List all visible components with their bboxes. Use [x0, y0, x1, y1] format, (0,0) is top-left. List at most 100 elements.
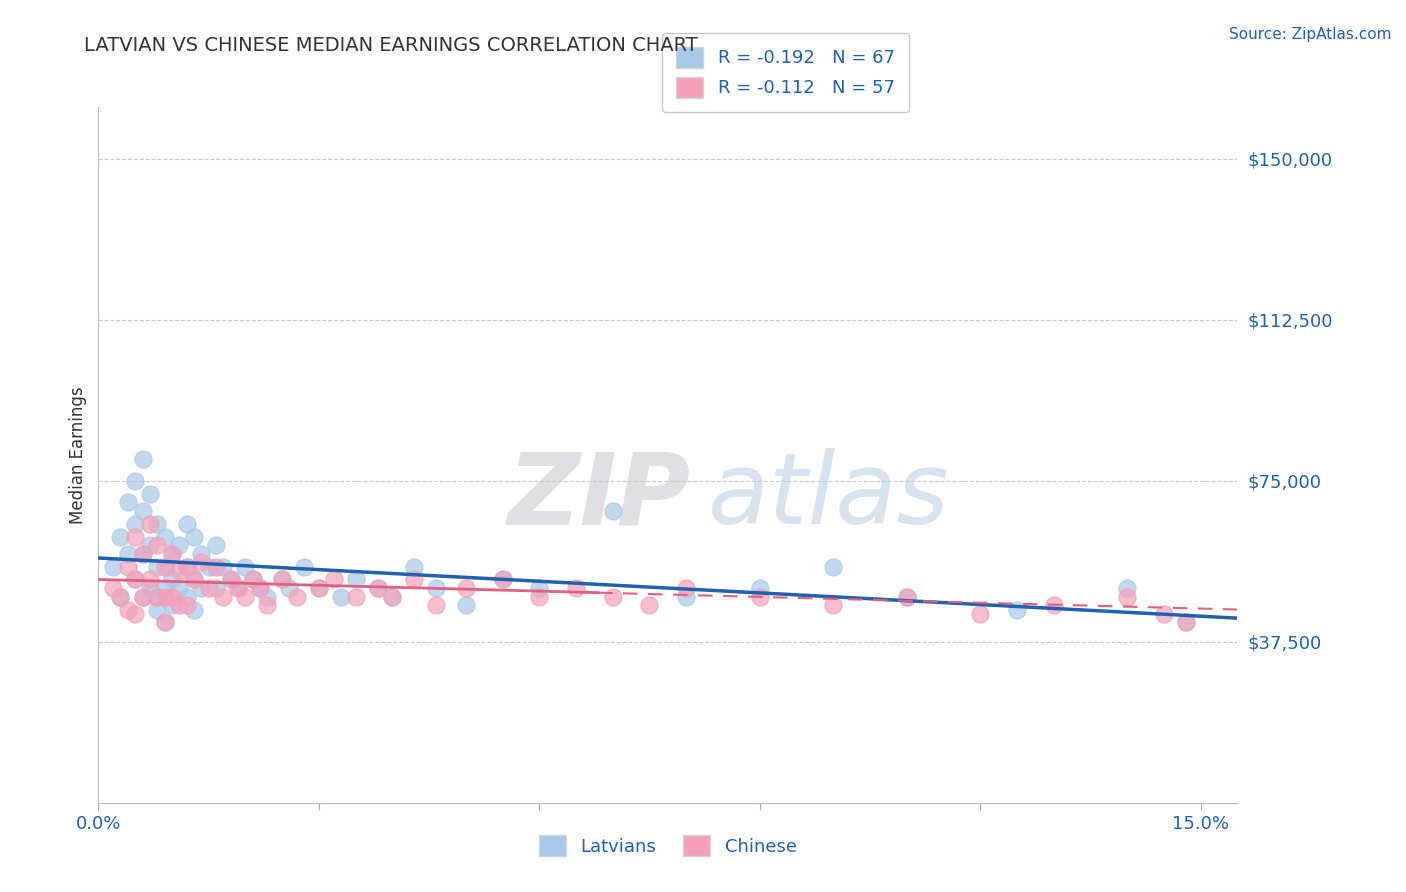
Point — [404, 573, 426, 587]
Point — [139, 516, 162, 531]
Point — [896, 590, 918, 604]
Point — [146, 516, 169, 531]
Point — [748, 590, 770, 604]
Point — [167, 599, 190, 613]
Point — [153, 581, 176, 595]
Text: atlas: atlas — [707, 448, 949, 545]
Point — [153, 615, 176, 630]
Point — [131, 504, 153, 518]
Point — [197, 581, 219, 595]
Point — [1174, 615, 1197, 630]
Point — [675, 581, 697, 595]
Point — [124, 573, 146, 587]
Point — [748, 581, 770, 595]
Point — [271, 573, 294, 587]
Point — [256, 590, 278, 604]
Point — [101, 559, 124, 574]
Point — [131, 547, 153, 561]
Point — [344, 573, 367, 587]
Point — [285, 590, 308, 604]
Point — [1005, 602, 1028, 616]
Point — [344, 590, 367, 604]
Point — [308, 581, 330, 595]
Point — [602, 504, 624, 518]
Point — [131, 590, 153, 604]
Text: Source: ZipAtlas.com: Source: ZipAtlas.com — [1229, 27, 1392, 42]
Text: LATVIAN VS CHINESE MEDIAN EARNINGS CORRELATION CHART: LATVIAN VS CHINESE MEDIAN EARNINGS CORRE… — [84, 36, 699, 54]
Point — [638, 599, 661, 613]
Point — [101, 581, 124, 595]
Point — [176, 599, 198, 613]
Point — [190, 555, 212, 569]
Point — [367, 581, 389, 595]
Point — [278, 581, 301, 595]
Point — [367, 581, 389, 595]
Point — [529, 581, 551, 595]
Point — [160, 547, 183, 561]
Point — [117, 602, 139, 616]
Point — [235, 559, 257, 574]
Point — [176, 590, 198, 604]
Point — [117, 547, 139, 561]
Point — [226, 581, 249, 595]
Point — [322, 573, 344, 587]
Y-axis label: Median Earnings: Median Earnings — [69, 386, 87, 524]
Point — [425, 599, 447, 613]
Point — [160, 599, 183, 613]
Point — [205, 559, 228, 574]
Point — [167, 538, 190, 552]
Point — [454, 599, 477, 613]
Point — [329, 590, 352, 604]
Point — [131, 452, 153, 467]
Point — [271, 573, 294, 587]
Point — [205, 581, 228, 595]
Point — [124, 573, 146, 587]
Point — [242, 573, 264, 587]
Point — [160, 590, 183, 604]
Point — [139, 486, 162, 500]
Point — [124, 474, 146, 488]
Point — [404, 559, 426, 574]
Point — [131, 547, 153, 561]
Point — [565, 581, 588, 595]
Point — [131, 590, 153, 604]
Point — [153, 559, 176, 574]
Point — [235, 590, 257, 604]
Point — [124, 529, 146, 543]
Point — [146, 559, 169, 574]
Point — [491, 573, 513, 587]
Point — [110, 590, 132, 604]
Point — [381, 590, 404, 604]
Point — [425, 581, 447, 595]
Point — [823, 599, 845, 613]
Point — [454, 581, 477, 595]
Point — [212, 559, 235, 574]
Point — [176, 559, 198, 574]
Point — [176, 559, 198, 574]
Point — [153, 529, 176, 543]
Point — [896, 590, 918, 604]
Point — [242, 573, 264, 587]
Point — [1174, 615, 1197, 630]
Point — [139, 581, 162, 595]
Point — [205, 538, 228, 552]
Point — [1116, 581, 1139, 595]
Point — [219, 573, 242, 587]
Point — [256, 599, 278, 613]
Point — [491, 573, 513, 587]
Text: ZIP: ZIP — [508, 448, 690, 545]
Point — [153, 590, 176, 604]
Point — [167, 564, 190, 578]
Point — [183, 602, 205, 616]
Point — [1042, 599, 1064, 613]
Point — [160, 573, 183, 587]
Point — [153, 559, 176, 574]
Point — [124, 607, 146, 621]
Point — [183, 529, 205, 543]
Point — [190, 547, 212, 561]
Point — [110, 529, 132, 543]
Point — [969, 607, 991, 621]
Point — [308, 581, 330, 595]
Point — [292, 559, 315, 574]
Point — [675, 590, 697, 604]
